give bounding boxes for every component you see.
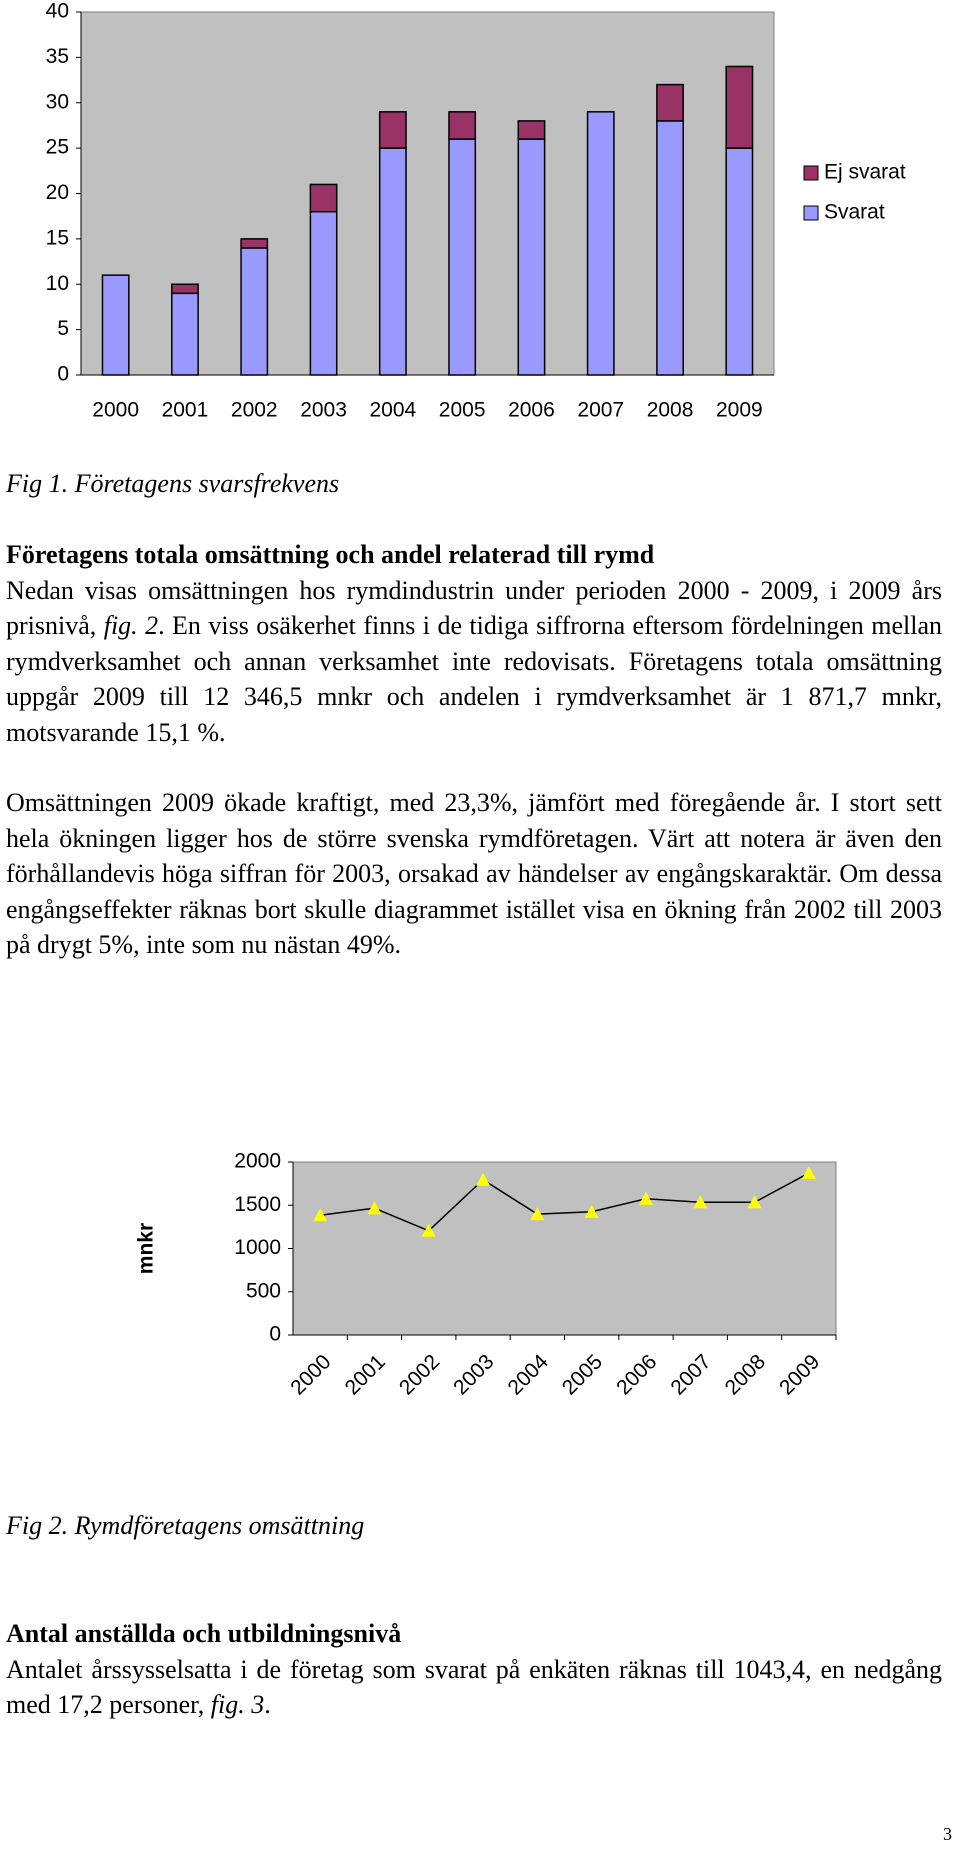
bar-segment [517,120,546,140]
y-tick-label: 5 [57,317,69,340]
bar-segment [448,111,477,140]
bar-segment [101,274,130,376]
x-tick-label: 2003 [449,1350,498,1399]
paragraph: Omsättningen 2009 ökade kraftigt, med 23… [6,785,942,963]
bar-segment [240,247,269,376]
figure-caption: Fig 2. Rymdföretagens omsättning [6,1511,365,1540]
x-tick-label: 2001 [341,1350,390,1399]
y-tick-label: 1000 [234,1236,281,1259]
marker [638,1191,653,1205]
bar-segment [656,120,684,376]
section: Företagens totala omsättning och andel r… [6,537,942,963]
text: Nedan visas omsättningen hos rymdindustr… [6,575,942,641]
section-heading: Företagens totala omsättning och andel r… [6,540,655,569]
x-tick-label: 2004 [369,399,416,422]
marker [747,1195,762,1209]
x-tick-label: 2002 [231,399,278,422]
y-tick-label: 25 [46,136,69,159]
figure-caption: Fig 1. Företagens svarsfrekvens [6,469,340,498]
text: Antalet årssysselsatta i de företag som … [6,1654,942,1720]
bar-segment [171,292,199,376]
marker [693,1195,708,1209]
paragraph: Antalet årssysselsatta i de företag som … [6,1652,942,1723]
y-tick-label: 10 [46,272,69,295]
page-number: 3 [943,1824,952,1844]
x-tick-label: 2000 [92,399,139,422]
marker [476,1172,491,1186]
x-tick-label: 2008 [647,399,694,422]
y-tick-label: 0 [269,1323,281,1346]
marker [421,1223,436,1237]
x-tick-label: 2003 [300,399,347,422]
marker [530,1207,545,1221]
y-axis-label: mnkr [135,1223,158,1274]
y-tick-label: 0 [57,363,69,386]
y-tick-label: 500 [246,1279,281,1302]
x-tick-label: 2004 [504,1350,554,1400]
x-tick-label: 2008 [721,1350,770,1399]
y-tick-label: 40 [46,0,69,23]
bar-segment [240,238,269,249]
bar-segment [586,111,615,376]
x-tick-label: 2005 [558,1350,607,1399]
bar-segment [448,138,477,376]
marker [313,1208,328,1222]
bar-segment [725,65,754,149]
marker [367,1201,382,1215]
bar-segment [725,147,754,376]
legend-swatch [803,205,819,221]
y-tick-label: 2000 [234,1150,281,1173]
y-tick-label: 1500 [234,1193,281,1216]
x-tick-label: 2006 [612,1350,661,1399]
figure-ref: fig. 2 [103,611,159,640]
line [320,1172,810,1232]
x-tick-label: 2009 [775,1350,824,1399]
bar-segment [309,210,338,376]
section: Antal anställda och utbildningsnivå Anta… [6,1616,942,1723]
section-heading: Antal anställda och utbildningsnivå [6,1619,402,1648]
marker [801,1166,816,1180]
y-tick-label: 15 [46,226,69,249]
x-tick-label: 2006 [508,399,555,422]
plot-area [292,1161,837,1336]
bar-segment [309,183,338,213]
x-tick-label: 2001 [162,399,209,422]
x-tick-label: 2002 [395,1350,444,1399]
legend-label: Ej svarat [824,161,906,184]
text: . [264,1690,271,1719]
y-tick-label: 20 [46,181,69,204]
text: Omsättningen 2009 ökade kraftigt, med 23… [6,788,942,959]
x-tick-label: 2000 [286,1350,335,1399]
figure-ref: fig. 3 [210,1690,265,1719]
x-tick-label: 2005 [439,399,486,422]
x-tick-label: 2009 [716,399,763,422]
x-tick-label: 2007 [577,399,624,422]
y-tick-label: 35 [46,45,69,68]
bar-segment [378,147,407,376]
bar-segment [517,138,546,376]
paragraph: Nedan visas omsättningen hos rymdindustr… [6,573,942,751]
bar-segment [378,111,407,149]
bar-segment [656,83,684,122]
legend-swatch [803,165,819,181]
marker [584,1204,599,1218]
x-tick-label: 2007 [666,1350,715,1399]
bar-segment [171,283,199,295]
text: . En viss osäkerhet finns i de tidiga si… [6,611,942,747]
legend-label: Svarat [824,201,885,224]
y-tick-label: 30 [46,90,69,113]
